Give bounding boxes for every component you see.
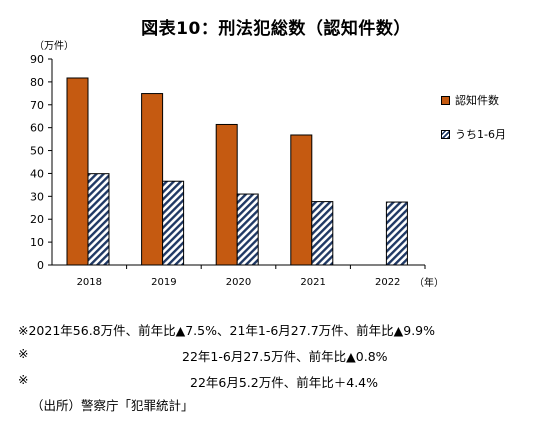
- bars: [66, 77, 408, 266]
- legend-item-ninchi: 認知件数: [441, 92, 506, 108]
- legend-item-uchi: うち1-6月: [441, 126, 506, 142]
- legend-swatch-hatched: [441, 129, 450, 139]
- note-line-2: 22年1-6月27.5万件、前年比▲0.8%: [182, 349, 388, 364]
- note-mark-3: ※: [18, 372, 29, 387]
- y-tick-label: 50: [30, 145, 44, 158]
- bar-ninchi: [66, 77, 89, 266]
- bar-uchi-1-6: [385, 201, 408, 266]
- y-tick-label: 90: [30, 53, 44, 66]
- y-tick-label: 40: [30, 167, 44, 180]
- y-tick-label: 60: [30, 122, 44, 135]
- source-note: （出所）警察庁「犯罪統計」: [31, 398, 194, 413]
- y-tick-label: 0: [37, 259, 44, 272]
- y-tick-label: 20: [30, 213, 44, 226]
- chart-title: 図表10：刑法犯総数（認知件数）: [141, 19, 411, 39]
- x-tick-label: 2020: [226, 277, 251, 288]
- x-tick-label: 2022: [375, 277, 400, 288]
- legend: 認知件数 うち1-6月: [441, 92, 506, 160]
- bar-uchi-1-6: [311, 201, 334, 266]
- x-tick-label: 2021: [300, 277, 325, 288]
- bar-uchi-1-6: [236, 193, 259, 266]
- bar-ninchi: [215, 123, 238, 266]
- y-tick-label: 80: [30, 76, 44, 89]
- note-line-1: ※2021年56.8万件、前年比▲7.5%、21年1-6月27.7万件、前年比▲…: [18, 323, 436, 338]
- legend-label: 認知件数: [455, 94, 499, 107]
- bar-ninchi: [290, 134, 313, 266]
- bar-uchi-1-6: [162, 180, 185, 266]
- x-tick-label: 2019: [151, 277, 176, 288]
- y-tick-label: 30: [30, 190, 44, 203]
- note-mark-2: ※: [18, 346, 29, 361]
- tick-labels: 0 10 20 30 40 50 60 70 80 90 2018 2019 2020 2021 2022: [30, 53, 400, 288]
- legend-swatch-orange: [441, 95, 450, 105]
- y-axis-unit-label: （万件）: [34, 41, 74, 52]
- y-tick-label: 10: [30, 236, 44, 249]
- legend-label: うち1-6月: [455, 128, 506, 141]
- x-tick-label: 2018: [77, 277, 102, 288]
- bar-ninchi: [141, 93, 164, 266]
- bar-uchi-1-6: [87, 173, 110, 266]
- x-axis-unit-label: （年）: [414, 278, 444, 289]
- note-line-3: 22年6月5.2万件、前年比＋4.4%: [190, 375, 378, 390]
- y-tick-label: 70: [30, 99, 44, 112]
